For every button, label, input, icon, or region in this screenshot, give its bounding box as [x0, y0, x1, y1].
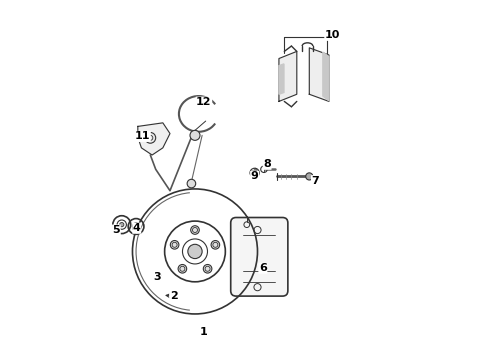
Text: 7: 7	[312, 176, 319, 186]
Circle shape	[178, 265, 187, 273]
Circle shape	[211, 240, 220, 249]
Text: 1: 1	[200, 327, 208, 337]
Circle shape	[306, 173, 313, 180]
Polygon shape	[279, 51, 297, 102]
Circle shape	[145, 132, 156, 143]
Text: 3: 3	[154, 272, 161, 282]
FancyBboxPatch shape	[231, 217, 288, 296]
Text: 4: 4	[133, 223, 141, 233]
Text: 9: 9	[251, 171, 259, 181]
Text: 11: 11	[135, 131, 150, 141]
Circle shape	[191, 226, 199, 234]
Text: 12: 12	[196, 97, 212, 107]
Text: 10: 10	[325, 30, 340, 40]
Polygon shape	[323, 52, 329, 101]
Circle shape	[171, 240, 179, 249]
Text: 2: 2	[170, 291, 177, 301]
Polygon shape	[138, 123, 170, 155]
Circle shape	[203, 265, 212, 273]
Polygon shape	[279, 64, 284, 94]
Polygon shape	[309, 48, 329, 102]
Text: 6: 6	[259, 263, 267, 273]
Text: 5: 5	[113, 225, 120, 235]
Circle shape	[120, 222, 124, 227]
Text: 8: 8	[263, 159, 271, 169]
Circle shape	[188, 244, 202, 258]
Circle shape	[190, 130, 200, 140]
Circle shape	[187, 179, 196, 188]
